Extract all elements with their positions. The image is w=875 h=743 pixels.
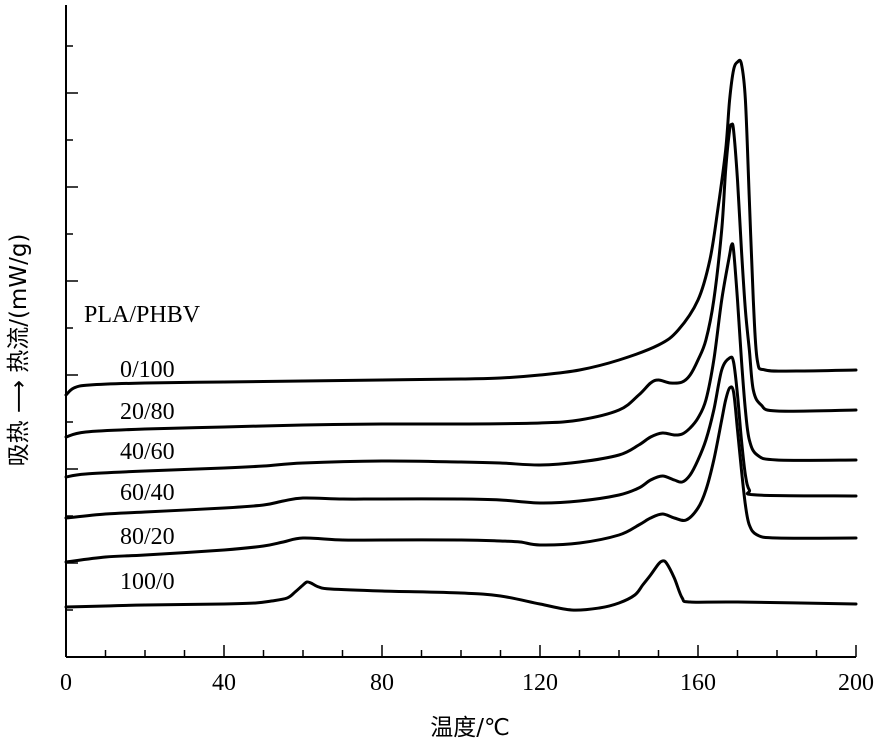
series-label-60-40: 60/40 [120, 480, 175, 506]
x-tick-label: 0 [60, 670, 72, 696]
x-tick-label: 40 [212, 670, 236, 696]
curve-20-80 [64, 122, 858, 439]
legend-title: PLA/PHBV [84, 302, 201, 328]
x-tick-label: 120 [522, 670, 558, 696]
series-labels: 0/100 20/80 40/60 60/40 80/20 100/0 [120, 357, 175, 595]
curve-100-0 [64, 559, 858, 612]
series-label-0-100: 0/100 [120, 357, 175, 383]
x-tick-label: 160 [680, 670, 716, 696]
curve-40-60 [64, 242, 858, 479]
y-axis-title: 吸热 ⟶ 热流/(mW/g) [6, 234, 32, 467]
y-ticks [66, 45, 78, 658]
x-axis-title: 温度/℃ [430, 715, 510, 741]
curve-80-20 [64, 385, 858, 564]
x-tick-label: 200 [838, 670, 874, 696]
series-label-80-20: 80/20 [120, 524, 175, 550]
x-tick-labels: 0 40 80 120 160 200 [60, 670, 874, 696]
x-tick-label: 80 [370, 670, 394, 696]
curves [64, 58, 858, 612]
curve-60-40 [64, 355, 858, 520]
series-label-40-60: 40/60 [120, 439, 175, 465]
series-label-100-0: 100/0 [120, 569, 175, 595]
curve-0-100 [64, 58, 858, 397]
x-ticks [65, 645, 857, 657]
series-label-20-80: 20/80 [120, 399, 175, 425]
